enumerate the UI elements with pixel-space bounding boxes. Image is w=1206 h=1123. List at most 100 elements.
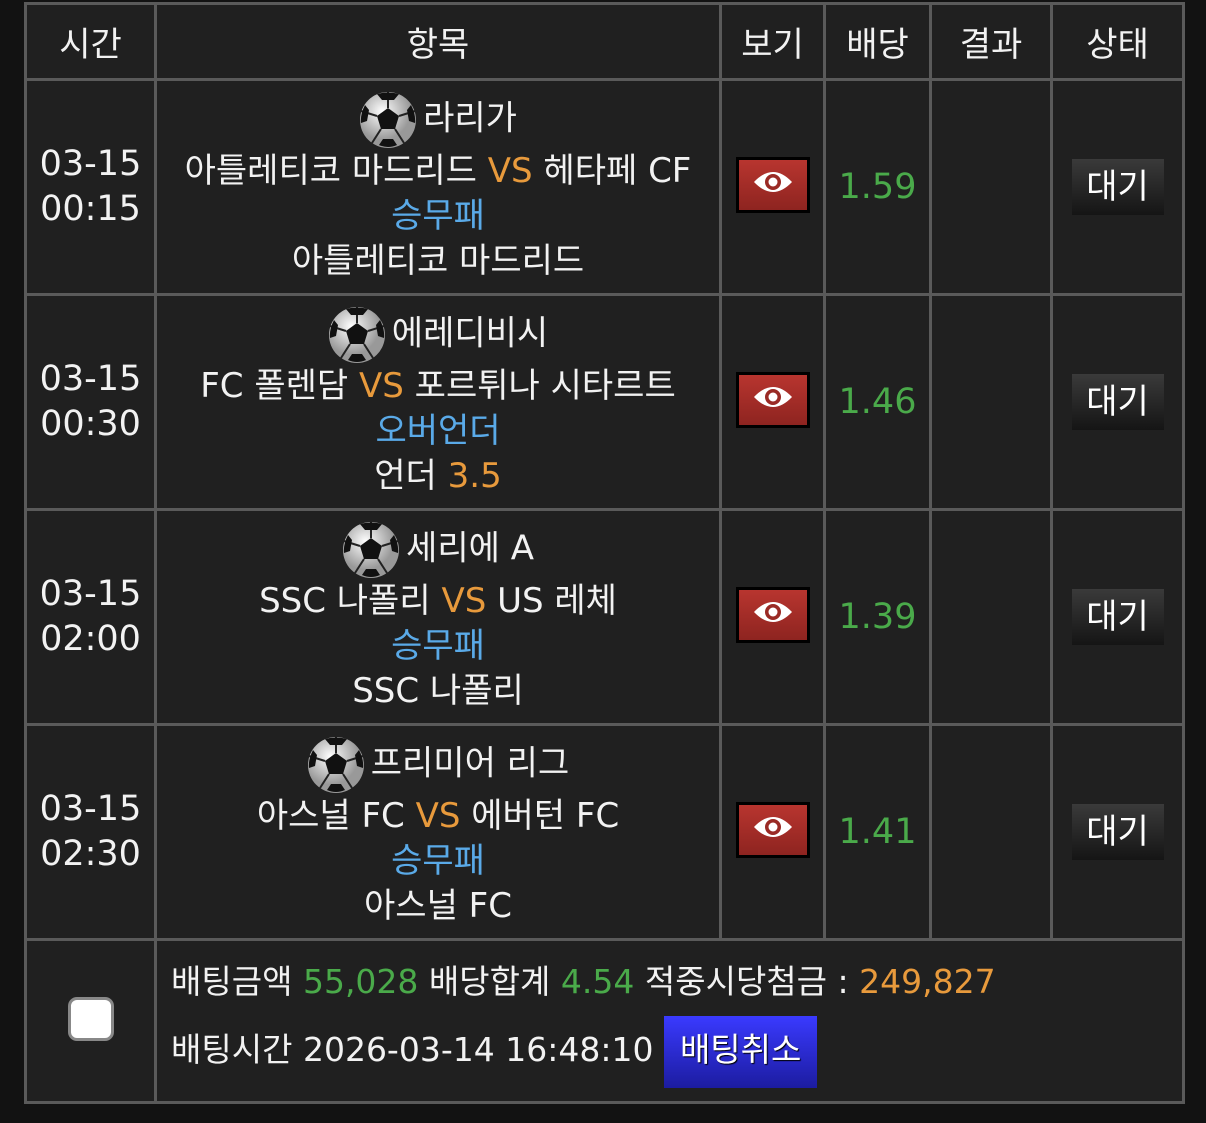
header-odds: 배당 (823, 2, 932, 81)
header-item: 항목 (154, 2, 722, 81)
away-team: US 레체 (497, 580, 617, 621)
home-team: SSC 나폴리 (259, 580, 431, 621)
view-cell (719, 508, 826, 726)
select-cell (24, 938, 157, 1104)
vs-label: VS (359, 365, 404, 406)
result-cell (929, 723, 1053, 941)
result-cell (929, 293, 1053, 511)
bet-pick: 언더 3.5 (157, 454, 719, 499)
view-cell (719, 78, 826, 296)
match-time-cell: 03-15 02:30 (24, 723, 157, 941)
match-date: 03-15 (39, 789, 142, 829)
home-team: 아틀레티코 마드리드 (184, 150, 477, 191)
market-type: 오버언더 (375, 410, 501, 451)
cancel-bet-button[interactable]: 배팅취소 (663, 1015, 818, 1088)
match-date: 03-15 (39, 574, 142, 614)
vs-label: VS (487, 150, 533, 191)
match-teams: 아틀레티코 마드리드 VS 헤타페 CF (157, 149, 719, 194)
payout: 249,827 (859, 962, 996, 1001)
bet-summary: 배팅금액 55,028 배당합계 4.54 적중시당첨금 : 249,827 배… (154, 938, 1185, 1104)
soccer-ball-icon (342, 521, 400, 579)
result-cell (929, 78, 1053, 296)
match-time: 00:15 (40, 189, 141, 229)
soccer-ball-icon (307, 736, 365, 794)
header-status: 상태 (1050, 2, 1185, 81)
match-time-cell: 03-15 00:30 (24, 293, 157, 511)
odds-cell: 1.39 (823, 508, 932, 726)
bet-time-label: 배팅시간 (171, 1030, 293, 1069)
league-name: 에레디비시 (391, 313, 549, 353)
match-time: 02:30 (40, 834, 141, 874)
table-row: 03-15 00:15 라리가 아틀레티코 마드리드 VS 헤타페 CF 승무패… (24, 78, 1185, 296)
market-type: 승무패 (391, 625, 485, 666)
bet-history-table: 시간 항목 보기 배당 결과 상태 03-15 00:15 라리가 아틀레티코 … (24, 2, 1185, 1104)
match-time: 02:00 (40, 619, 141, 659)
match-item-cell: 에레디비시 FC 폴렌담 VS 포르튀나 시타르트 오버언더 언더 3.5 (154, 293, 722, 511)
view-cell (719, 293, 826, 511)
payout-label: 적중시당첨금 : (644, 962, 849, 1001)
match-item-cell: 프리미어 리그 아스널 FC VS 에버턴 FC 승무패 아스널 FC (154, 723, 722, 941)
view-button[interactable] (735, 802, 810, 858)
status-cell: 대기 (1050, 293, 1185, 511)
league-name: 프리미어 리그 (370, 743, 570, 783)
status-cell: 대기 (1050, 508, 1185, 726)
away-team: 헤타페 CF (543, 150, 692, 191)
match-teams: 아스널 FC VS 에버턴 FC (157, 794, 719, 839)
soccer-ball-icon (328, 306, 386, 364)
bet-pick: SSC 나폴리 (157, 669, 719, 714)
pick-value: 3.5 (447, 455, 502, 496)
pick-label: 언더 (374, 455, 437, 496)
amount-label: 배팅금액 (171, 962, 293, 1001)
view-button[interactable] (735, 372, 810, 428)
eye-icon (753, 817, 792, 837)
pick-label: 아틀레티코 마드리드 (291, 240, 585, 281)
status-badge: 대기 (1071, 374, 1164, 430)
header-time: 시간 (24, 2, 157, 81)
away-team: 포르튀나 시타르트 (414, 365, 676, 406)
match-teams: SSC 나폴리 VS US 레체 (157, 579, 719, 624)
match-time: 00:30 (40, 404, 141, 444)
match-time-cell: 03-15 02:00 (24, 508, 157, 726)
market-type: 승무패 (391, 840, 485, 881)
table-row: 03-15 02:30 프리미어 리그 아스널 FC VS 에버턴 FC 승무패… (24, 723, 1185, 941)
match-teams: FC 폴렌담 VS 포르튀나 시타르트 (157, 364, 719, 409)
view-button[interactable] (735, 157, 810, 213)
select-checkbox[interactable] (67, 997, 114, 1041)
league-name: 세리에 A (406, 528, 534, 568)
soccer-ball-icon (359, 91, 417, 149)
odds-cell: 1.59 (823, 78, 932, 296)
league-name: 라리가 (423, 98, 517, 138)
match-date: 03-15 (39, 359, 142, 399)
status-cell: 대기 (1050, 723, 1185, 941)
view-button[interactable] (735, 587, 810, 643)
eye-icon (753, 387, 792, 407)
status-badge: 대기 (1071, 589, 1164, 645)
status-cell: 대기 (1050, 78, 1185, 296)
result-cell (929, 508, 1053, 726)
match-item-cell: 라리가 아틀레티코 마드리드 VS 헤타페 CF 승무패 아틀레티코 마드리드 (154, 78, 722, 296)
table-row: 03-15 00:30 에레디비시 FC 폴렌담 VS 포르튀나 시타르트 오버… (24, 293, 1185, 511)
table-header: 시간 항목 보기 배당 결과 상태 (24, 2, 1185, 81)
eye-icon (753, 172, 792, 192)
header-result: 결과 (929, 2, 1053, 81)
match-time-cell: 03-15 00:15 (24, 78, 157, 296)
vs-label: VS (415, 795, 461, 836)
table-row: 03-15 02:00 세리에 A SSC 나폴리 VS US 레체 승무패 S… (24, 508, 1185, 726)
bet-pick: 아스널 FC (157, 884, 719, 929)
pick-label: 아스널 FC (364, 885, 512, 926)
vs-label: VS (441, 580, 487, 621)
match-date: 03-15 (39, 144, 142, 184)
bet-summary-row: 배팅금액 55,028 배당합계 4.54 적중시당첨금 : 249,827 배… (24, 938, 1185, 1104)
odds-total: 4.54 (560, 962, 635, 1001)
header-view: 보기 (719, 2, 826, 81)
home-team: FC 폴렌담 (200, 365, 349, 406)
status-badge: 대기 (1071, 159, 1164, 215)
odds-cell: 1.46 (823, 293, 932, 511)
bet-pick: 아틀레티코 마드리드 (157, 239, 719, 284)
bet-time: 2026-03-14 16:48:10 (302, 1030, 654, 1069)
market-type: 승무패 (391, 195, 485, 236)
view-cell (719, 723, 826, 941)
odds-cell: 1.41 (823, 723, 932, 941)
eye-icon (753, 602, 792, 622)
odds-total-label: 배당합계 (428, 962, 551, 1001)
